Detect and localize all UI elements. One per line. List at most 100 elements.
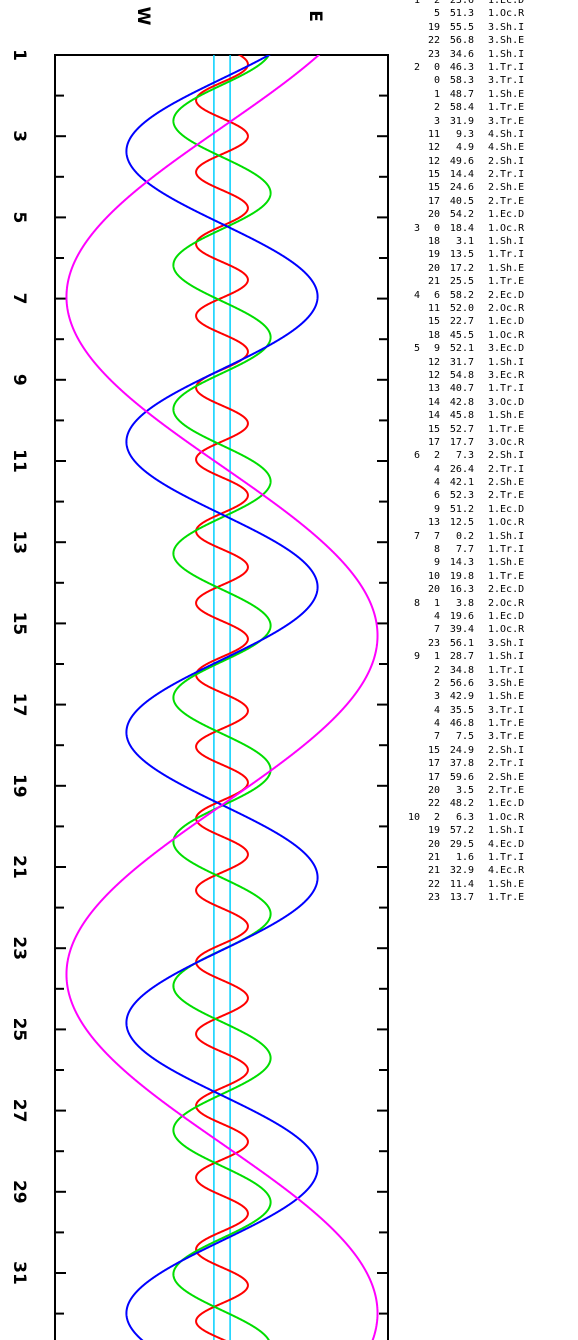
event-row: 8 1 3.8 2.Oc.R (398, 597, 524, 610)
event-minute: 29.5 (449, 838, 474, 850)
event-day: 7 (413, 530, 420, 542)
event-row: 12 54.8 3.Ec.R (398, 369, 524, 382)
event-hour: 20 (427, 584, 440, 596)
event-code: 1.Tr.I (488, 664, 525, 676)
day-tick-label: 31 (9, 1261, 29, 1285)
day-tick-label: 5 (9, 211, 29, 223)
event-row: 20 29.5 4.Ec.D (398, 838, 524, 851)
event-minute: 42.8 (449, 396, 474, 408)
day-tick-label: 19 (9, 774, 29, 798)
event-code: 1.Tr.I (488, 544, 525, 556)
event-code: 1.Ec.D (488, 503, 525, 515)
event-minute: 58.2 (449, 289, 474, 301)
event-row: 5 9 52.1 3.Ec.D (398, 342, 524, 355)
event-code: 1.Tr.I (488, 61, 525, 73)
event-code: 3.Sh.I (488, 21, 525, 33)
event-hour: 2 (433, 664, 440, 676)
event-minute: 0.2 (455, 530, 474, 542)
event-code: 1.Oc.R (488, 624, 525, 636)
event-code: 2.Oc.R (488, 302, 525, 314)
event-row: 22 11.4 1.Sh.E (398, 878, 524, 891)
event-row: 4 26.4 2.Tr.I (398, 463, 524, 476)
event-hour: 4 (433, 477, 440, 489)
event-minute: 40.7 (449, 383, 474, 395)
event-minute: 57.2 (449, 825, 474, 837)
event-code: 3.Tr.E (488, 731, 525, 743)
event-row: 12 49.6 2.Sh.I (398, 155, 524, 168)
event-minute: 45.8 (449, 410, 474, 422)
event-hour: 3 (433, 691, 440, 703)
event-hour: 12 (427, 155, 440, 167)
event-row: 23 34.6 1.Sh.I (398, 48, 524, 61)
event-hour: 9 (433, 503, 440, 515)
event-code: 2.Tr.I (488, 758, 525, 770)
event-row: 2 34.8 1.Tr.I (398, 664, 524, 677)
day-tick-label: 25 (9, 1018, 29, 1042)
event-row: 19 55.5 3.Sh.I (398, 21, 524, 34)
event-row: 21 1.6 1.Tr.I (398, 851, 524, 864)
event-code: 3.Ec.R (488, 369, 525, 381)
event-code: 1.Tr.E (488, 102, 525, 114)
event-code: 2.Tr.E (488, 490, 525, 502)
event-code: 1.Sh.E (488, 878, 525, 890)
event-row: 9 14.3 1.Sh.E (398, 556, 524, 569)
event-code: 2.Ec.D (488, 584, 525, 596)
event-minute: 13.7 (449, 892, 474, 904)
event-minute: 56.6 (449, 677, 474, 689)
event-row: 20 17.2 1.Sh.E (398, 262, 524, 275)
event-code: 1.Oc.R (488, 222, 525, 234)
event-minute: 31.7 (449, 356, 474, 368)
event-code: 1.Sh.I (488, 825, 525, 837)
event-minute: 19.6 (449, 610, 474, 622)
event-row: 12 4.9 4.Sh.E (398, 141, 524, 154)
event-minute: 55.5 (449, 21, 474, 33)
event-code: 4.Sh.E (488, 142, 525, 154)
event-code: 3.Sh.I (488, 637, 525, 649)
event-code: 1.Tr.E (488, 718, 525, 730)
event-hour: 0 (433, 222, 440, 234)
event-minute: 35.5 (449, 704, 474, 716)
event-code: 2.Tr.E (488, 195, 525, 207)
event-hour: 17 (427, 436, 440, 448)
event-hour: 22 (427, 35, 440, 47)
event-row: 23 56.1 3.Sh.I (398, 637, 524, 650)
event-row: 11 52.0 2.Oc.R (398, 302, 524, 315)
event-minute: 24.9 (449, 744, 474, 756)
event-code: 2.Sh.I (488, 450, 525, 462)
tick-marks (55, 54, 388, 1315)
event-minute: 12.5 (449, 517, 474, 529)
event-hour: 6 (433, 289, 440, 301)
event-minute: 52.0 (449, 302, 474, 314)
event-hour: 2 (433, 811, 440, 823)
event-hour: 19 (427, 825, 440, 837)
event-code: 4.Sh.I (488, 128, 525, 140)
event-minute: 17.2 (449, 262, 474, 274)
event-code: 2.Tr.I (488, 169, 525, 181)
event-hour: 12 (427, 369, 440, 381)
event-code: 1.Ec.D (488, 0, 525, 6)
event-hour: 15 (427, 316, 440, 328)
event-code: 2.Sh.E (488, 477, 525, 489)
moon-curve-3 (125, 55, 319, 1340)
event-row: 4 19.6 1.Ec.D (398, 610, 524, 623)
event-code: 1.Sh.E (488, 88, 525, 100)
event-row: 10 19.8 1.Tr.E (398, 570, 524, 583)
event-minute: 54.8 (449, 369, 474, 381)
event-code: 1.Tr.E (488, 423, 525, 435)
event-code: 2.Sh.I (488, 155, 525, 167)
event-hour: 14 (427, 396, 440, 408)
event-minute: 17.7 (449, 436, 474, 448)
event-minute: 28.7 (449, 651, 474, 663)
event-minute: 52.1 (449, 343, 474, 355)
event-code: 2.Ec.D (488, 289, 525, 301)
event-minute: 52.7 (449, 423, 474, 435)
event-hour: 2 (433, 102, 440, 114)
event-hour: 21 (427, 865, 440, 877)
event-code: 1.Oc.R (488, 8, 525, 20)
event-minute: 58.4 (449, 102, 474, 114)
day-tick-label: 13 (9, 530, 29, 554)
day-tick-label: 17 (9, 693, 29, 717)
event-hour: 17 (427, 195, 440, 207)
event-minute: 52.3 (449, 490, 474, 502)
event-hour: 7 (433, 530, 440, 542)
